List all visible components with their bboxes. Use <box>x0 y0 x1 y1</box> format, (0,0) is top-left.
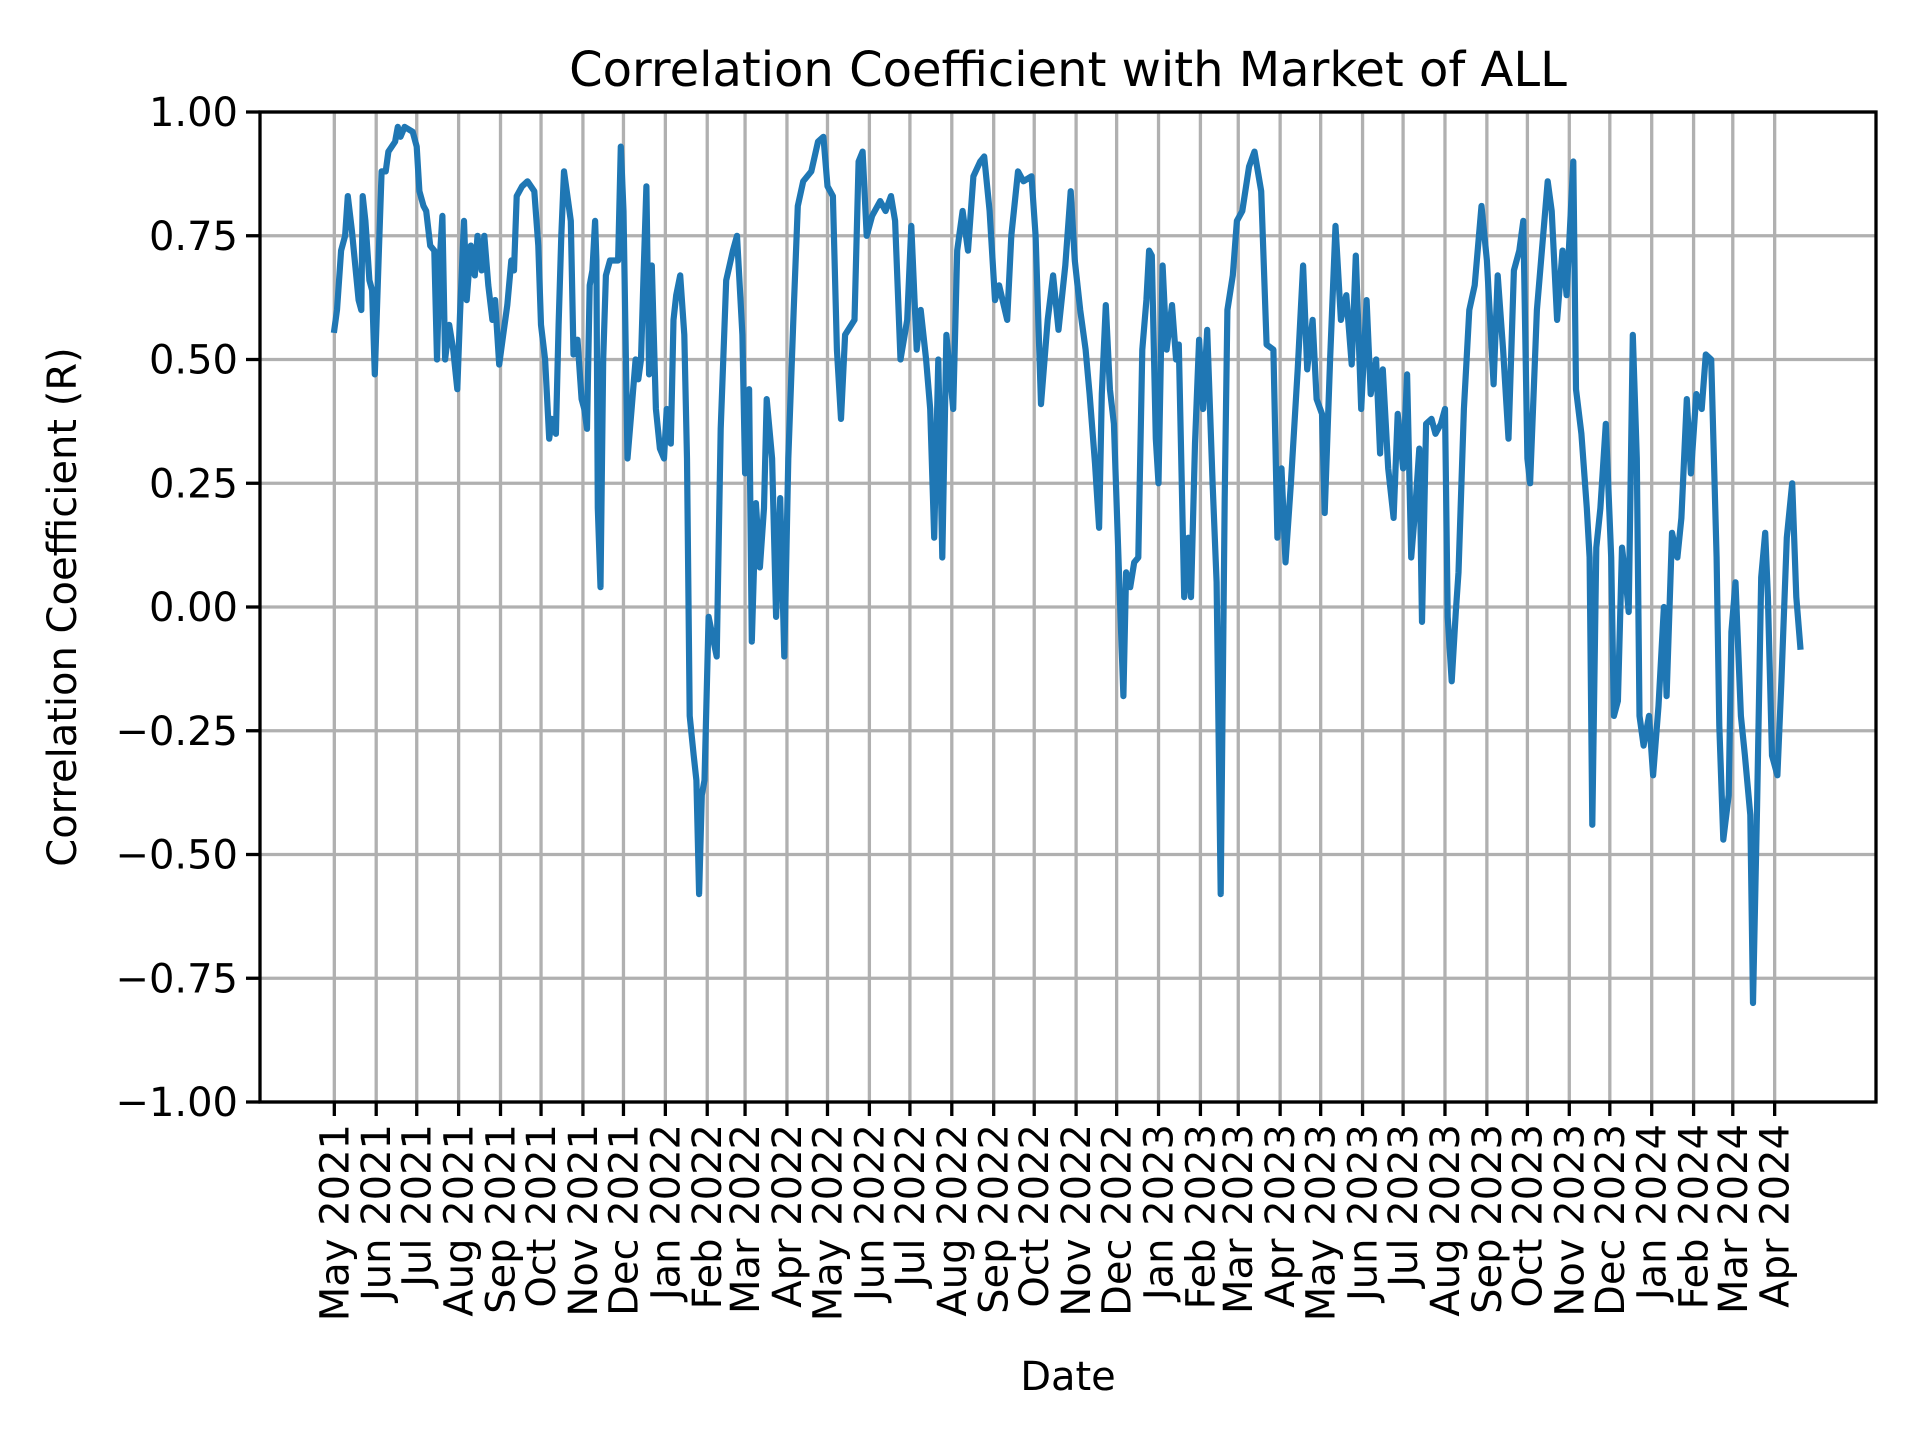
x-tick-label: Jun 2023 <box>1341 1124 1387 1304</box>
y-tick-label: 0.00 <box>149 585 238 631</box>
x-tick-label: Jul 2021 <box>395 1124 441 1290</box>
x-tick-label: Mar 2024 <box>1711 1124 1757 1314</box>
y-axis-label: Correlation Coefficient (R) <box>40 347 86 866</box>
x-tick-label: Jan 2023 <box>1137 1124 1183 1303</box>
y-axis: 1.00 0.75 0.50 0.25 0.00 −0.25 −0.50 −0.75 −1.00 <box>115 90 260 1126</box>
x-tick-label: Aug 2023 <box>1423 1124 1469 1317</box>
y-tick-label: 0.50 <box>149 338 238 384</box>
y-tick-label: −0.75 <box>115 956 238 1002</box>
x-tick-label: Mar 2023 <box>1216 1124 1262 1314</box>
y-tick-label: −0.50 <box>115 833 238 879</box>
correlation-line <box>330 123 1804 1007</box>
x-tick-label: Sep 2023 <box>1465 1124 1511 1314</box>
x-tick-label: Nov 2022 <box>1054 1124 1100 1317</box>
x-tick-label: Nov 2021 <box>561 1124 607 1317</box>
plot-area <box>330 123 1804 1007</box>
x-tick-label: Apr 2024 <box>1753 1124 1799 1308</box>
x-tick-label: Jul 2022 <box>888 1124 934 1290</box>
x-tick-label: Dec 2023 <box>1588 1124 1634 1316</box>
x-tick-label: Mar 2022 <box>723 1124 769 1314</box>
x-tick-label: Oct 2021 <box>519 1124 565 1308</box>
x-tick-label: Aug 2022 <box>930 1124 976 1317</box>
y-tick-label: 1.00 <box>149 90 238 136</box>
y-tick-label: 0.75 <box>149 214 238 260</box>
x-tick-label: Feb 2022 <box>685 1124 731 1309</box>
x-tick-label: Jan 2022 <box>643 1124 689 1303</box>
y-tick-label: −1.00 <box>115 1080 238 1126</box>
axes-frame <box>258 110 1878 1104</box>
x-tick-label: Jan 2024 <box>1630 1124 1676 1303</box>
x-tick-label: Oct 2022 <box>1012 1124 1058 1308</box>
x-tick-label: Jun 2022 <box>847 1124 893 1304</box>
x-tick-label: Apr 2023 <box>1258 1124 1304 1308</box>
x-tick-label: Oct 2023 <box>1505 1124 1551 1308</box>
x-tick-label: Dec 2021 <box>601 1124 647 1316</box>
x-tick-label: May 2023 <box>1299 1124 1345 1321</box>
y-tick-label: 0.25 <box>149 461 238 507</box>
x-tick-label: Dec 2022 <box>1095 1124 1141 1316</box>
x-tick-label: Aug 2021 <box>437 1124 483 1317</box>
chart-title: Correlation Coefficient with Market of A… <box>569 42 1567 98</box>
x-tick-label: Jun 2021 <box>354 1124 400 1304</box>
x-tick-label: Sep 2021 <box>479 1124 525 1314</box>
x-tick-label: Feb 2023 <box>1178 1124 1224 1309</box>
x-tick-label: Feb 2024 <box>1672 1124 1718 1309</box>
x-tick-label: Apr 2022 <box>765 1124 811 1308</box>
x-tick-label: Nov 2023 <box>1547 1124 1593 1317</box>
x-axis-label: Date <box>1020 1354 1116 1400</box>
x-tick-label: Jul 2023 <box>1381 1124 1427 1290</box>
x-tick-label: May 2022 <box>805 1124 851 1321</box>
x-tick-label: May 2021 <box>312 1124 358 1321</box>
y-tick-label: −0.25 <box>115 709 238 755</box>
x-tick-label: Sep 2022 <box>972 1124 1018 1314</box>
